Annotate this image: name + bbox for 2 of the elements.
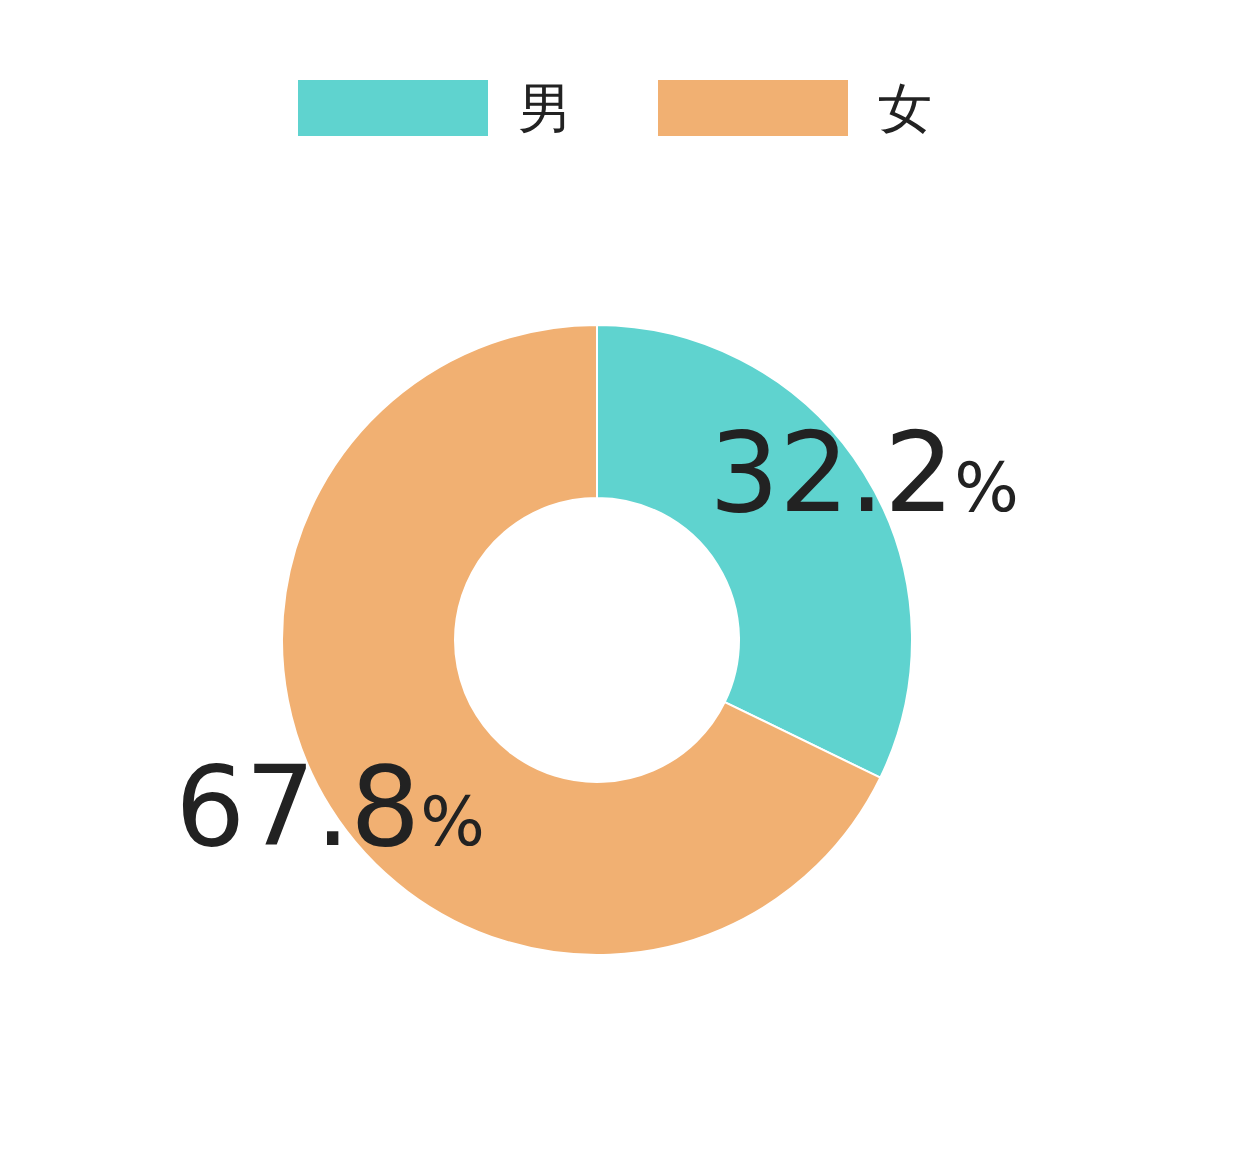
legend-label: 女 xyxy=(878,77,932,140)
legend-label: 男 xyxy=(518,77,572,140)
